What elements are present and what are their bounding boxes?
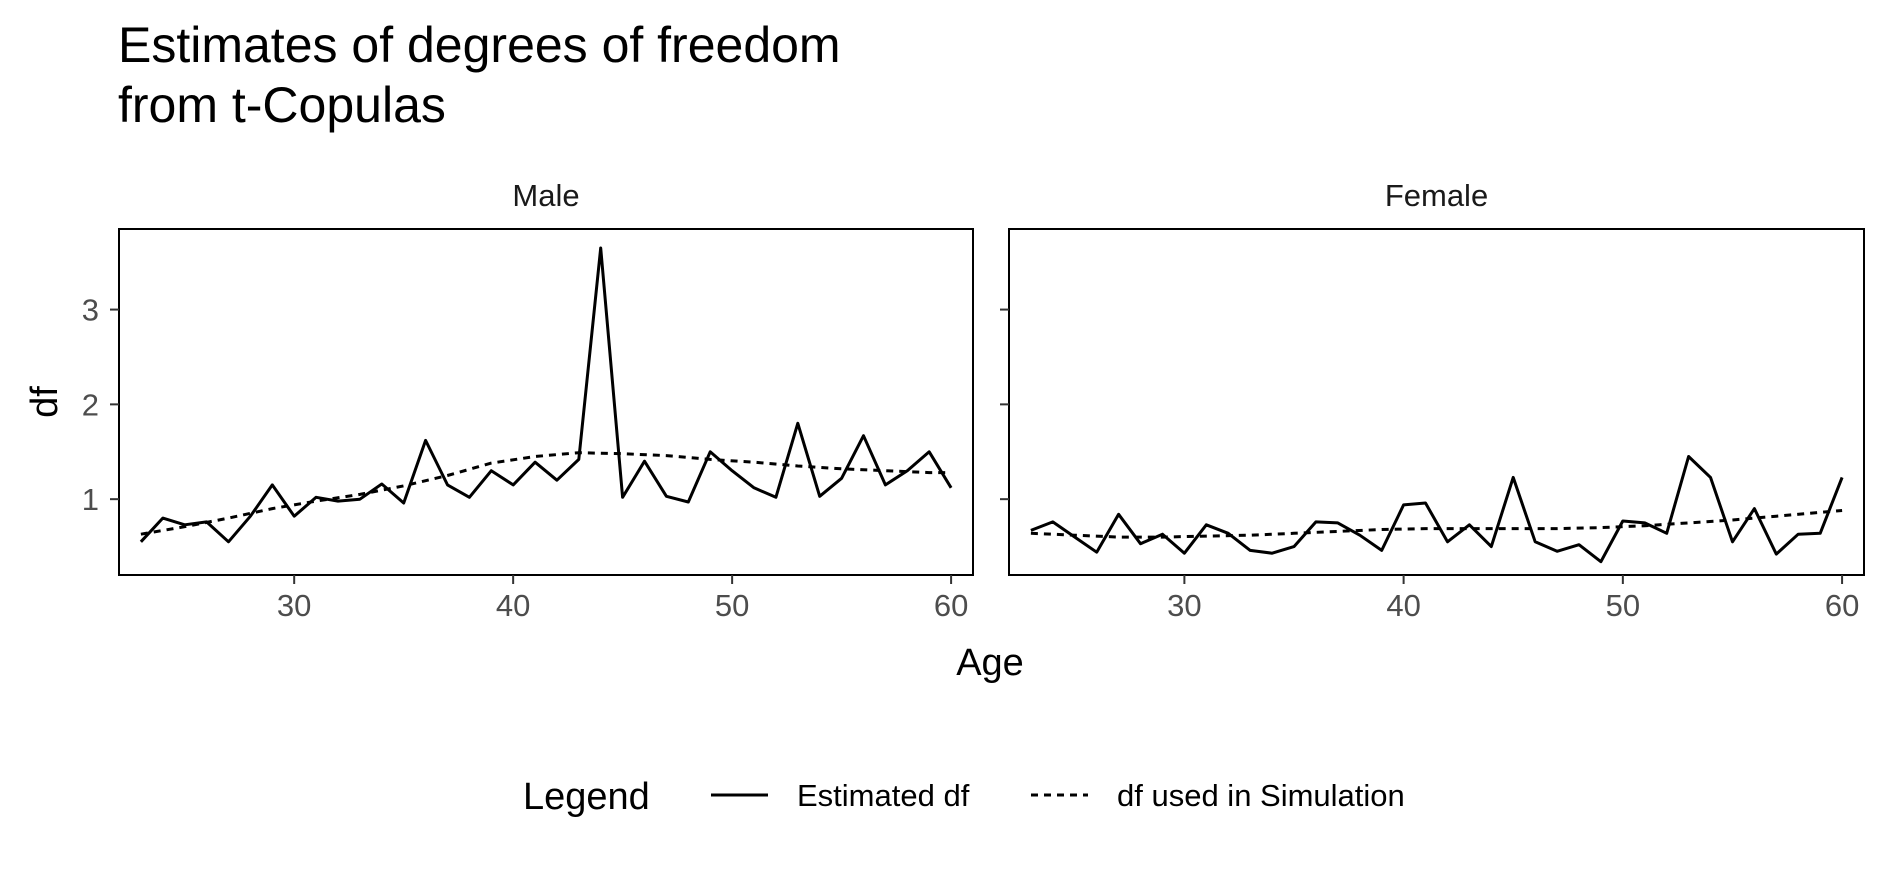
y-tick-label: 2	[82, 387, 99, 422]
x-tick-label: 40	[1386, 588, 1420, 623]
x-tick-label: 60	[1825, 588, 1859, 623]
chart-title-line: Estimates of degrees of freedom	[118, 17, 841, 73]
x-tick-label: 30	[277, 588, 311, 623]
y-tick-label: 1	[82, 482, 99, 517]
series-line-estimated-df	[139, 246, 953, 544]
legend-label-df-simulation: df used in Simulation	[1117, 778, 1405, 813]
series-line-df-simulation	[140, 451, 952, 536]
y-axis-title: df	[24, 386, 66, 418]
legend-label-estimated-df: Estimated df	[797, 778, 970, 813]
facet-panels: Male 30 40 50 60 1 2 3 Female 30 40 50 60	[82, 178, 1865, 623]
y-tick-label: 3	[82, 293, 99, 328]
facet-strip-label: Male	[512, 178, 579, 213]
panel-border	[1008, 228, 1865, 576]
chart-title-line: from t-Copulas	[118, 77, 446, 133]
legend: Legend Estimated df df used in Simulatio…	[523, 776, 1405, 818]
x-tick-label: 50	[1606, 588, 1640, 623]
facet-panel-male: Male 30 40 50 60 1 2 3	[82, 178, 974, 623]
x-tick-label: 40	[496, 588, 530, 623]
chart-title: Estimates of degrees of freedom from t-C…	[118, 17, 855, 133]
series-line-estimated-df	[1030, 455, 1844, 564]
x-tick-label: 50	[715, 588, 749, 623]
series-line-df-simulation	[1030, 509, 1843, 539]
x-tick-label: 60	[934, 588, 968, 623]
facet-panel-female: Female 30 40 50 60	[1000, 178, 1865, 623]
x-tick-label: 30	[1167, 588, 1201, 623]
x-axis-title: Age	[956, 642, 1024, 684]
facet-strip-label: Female	[1385, 178, 1488, 213]
legend-title: Legend	[523, 776, 650, 818]
panel-border	[118, 228, 974, 576]
